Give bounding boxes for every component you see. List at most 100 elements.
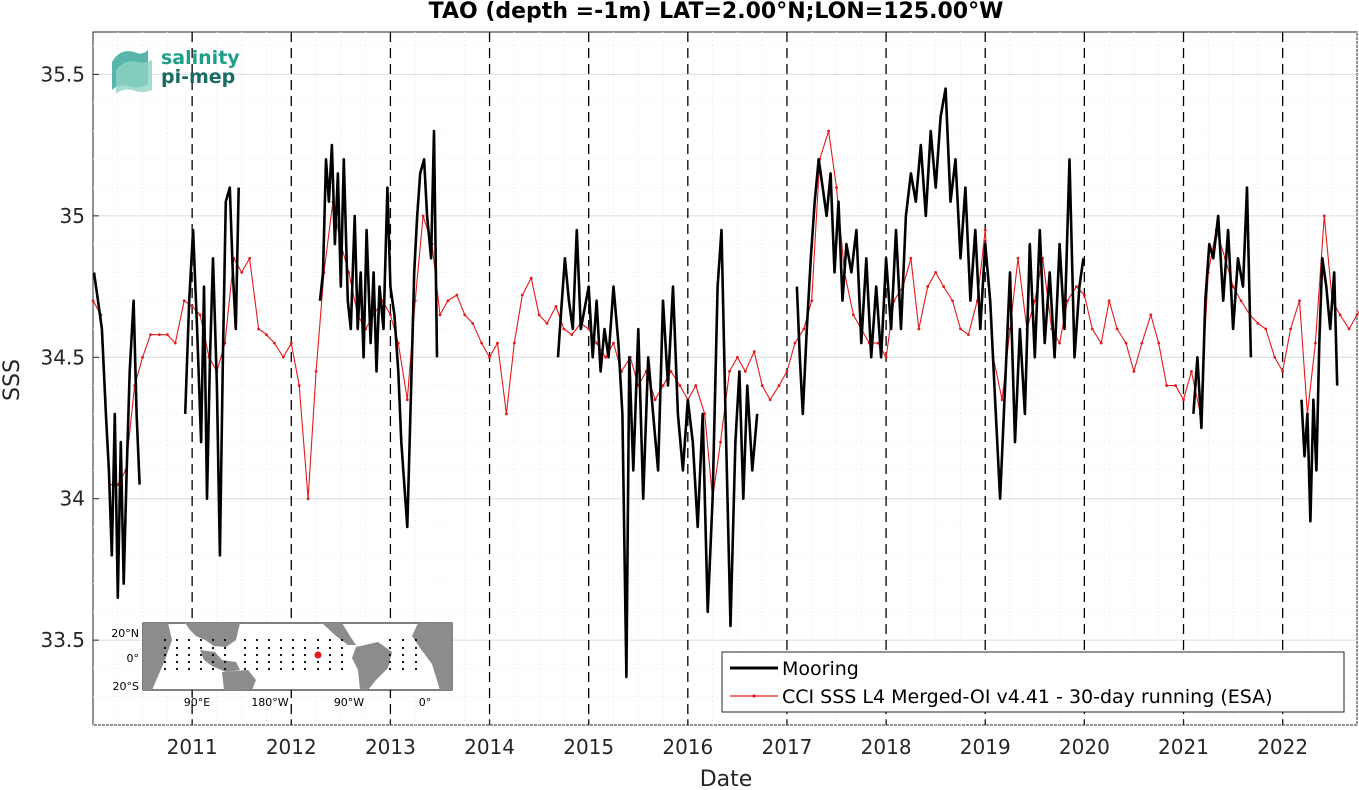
cci-point [529,276,533,280]
inset-xtick-90e: 90°E [184,696,210,709]
cci-point [438,313,442,317]
cci-point [545,321,549,325]
inset-mooring-dot [316,667,320,671]
inset-mooring-dot [255,638,259,642]
cci-point [505,412,508,416]
cci-point [173,341,177,345]
cci-point [455,293,459,297]
inset-xtick-0: 0° [419,696,432,709]
cci-point [760,384,764,387]
cci-point [198,313,202,317]
cci-point [851,313,855,317]
cci-point [1058,341,1061,345]
inset-mooring-dot [211,653,215,657]
mooring-line [556,228,759,679]
cci-point [273,341,276,345]
inset-mooring-dot [414,660,418,664]
inset-mooring-dot [163,646,167,650]
cci-point [1157,341,1161,345]
cci-point [1256,321,1260,325]
cci-point [694,384,698,387]
cci-point [314,370,318,373]
cci-point [728,370,731,373]
logo-wave-icon-back [116,60,152,94]
x-tick-label: 2017 [762,735,813,759]
cci-point [1115,327,1119,331]
inset-mooring-dot [199,667,203,671]
inset-mooring-dot [279,667,283,671]
cci-point [951,299,954,303]
inset-mooring-dot [401,638,405,642]
inset-mooring-dot [267,638,271,642]
cci-point [1149,313,1153,317]
cci-point [1165,384,1169,387]
x-tick-label: 2014 [464,735,515,759]
inset-mooring-dot [388,653,392,657]
inset-mooring-dots [163,638,418,671]
cci-point [959,327,962,331]
mooring-line [1300,256,1339,523]
inset-mooring-dot [243,638,247,642]
cci-point [471,321,475,325]
inset-mooring-dot [267,660,271,664]
inset-mooring-dot [223,653,227,657]
inset-mooring-dot [163,667,167,671]
chart-title: TAO (depth =-1m) LAT=2.00°N;LON=125.00°W [429,0,1004,24]
mooring-line [318,129,439,529]
cci-point [661,384,665,387]
cci-point [240,271,244,274]
cci-point [934,271,938,274]
cci-point [752,350,756,354]
cci-point [562,327,566,331]
cci-point [810,299,814,303]
y-tick-label: 33.5 [40,628,85,652]
legend-mooring-label: Mooring [782,658,859,680]
cci-point [1066,299,1069,303]
cci-point [165,333,169,337]
inset-mooring-dot [340,638,344,642]
cci-point [827,129,830,133]
cci-point [604,355,607,359]
inset-mooring-dot [255,660,259,664]
inset-map-australia [222,670,256,690]
cci-point [257,327,260,331]
inset-mooring-dot [291,653,295,657]
mooring-line [183,186,240,557]
inset-mooring-dot [291,638,295,642]
inset-xtick-180w: 180°W [251,696,288,709]
cci-point [190,304,194,308]
cci-point [835,186,838,189]
inset-mooring-dot [316,638,320,642]
cci-point [554,304,558,308]
inset-mooring-dot [303,653,307,657]
inset-map-west-africa [412,623,452,690]
x-tick-label: 2012 [266,735,317,759]
inset-mooring-dot [414,646,418,650]
logo-line1: salinity [161,47,240,69]
cci-point [421,214,425,218]
cci-point [1322,214,1326,218]
cci-point [1090,327,1094,331]
inset-mooring-dot [388,638,392,642]
inset-mooring-dot [187,653,191,657]
inset-mooring-dot [243,653,247,657]
cci-point [149,333,152,337]
inset-mooring-dot [223,660,227,664]
cci-point [1124,341,1128,345]
cci-point [1140,341,1144,345]
inset-mooring-dot [211,646,215,650]
legend-box [721,651,1345,713]
cci-point [595,341,599,345]
cci-point [537,313,541,317]
inset-mooring-dot [175,667,179,671]
inset-map-maritime [200,650,240,672]
cci-point [306,497,310,501]
cci-point [917,327,921,331]
inset-mooring-dot [328,646,332,650]
x-tick-label: 2018 [861,735,912,759]
cci-point [289,341,293,345]
cci-point [1016,256,1020,260]
inset-mooring-dot [316,660,320,664]
year-boundary-lines [191,32,1284,725]
